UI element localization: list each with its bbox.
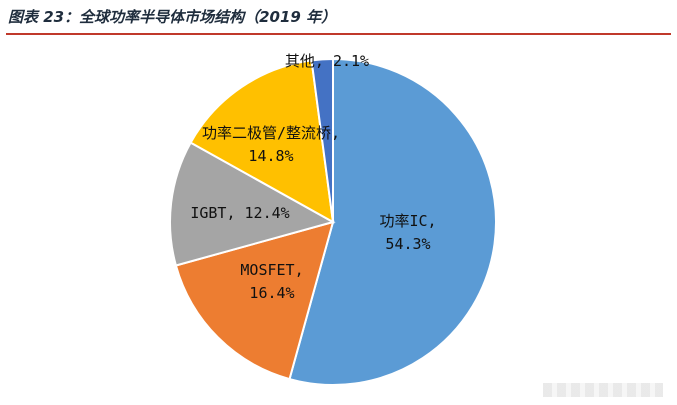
watermark — [543, 383, 663, 397]
pie-slice-2 — [169, 141, 336, 267]
pie-slice-1 — [174, 220, 335, 381]
title-divider — [6, 33, 671, 35]
slice-label-1: MOSFET, 16.4% — [240, 261, 303, 302]
slice-label-3: 功率二极管/整流桥, 14.8% — [202, 124, 340, 165]
pie-slice-4 — [310, 57, 334, 223]
slice-label-0: 功率IC, 54.3% — [379, 212, 436, 253]
pie-slice-3 — [189, 59, 335, 224]
pie-slice-0 — [288, 57, 497, 386]
slice-label-2: IGBT, 12.4% — [190, 204, 289, 222]
figure-title: 图表 23：全球功率半导体市场结构（2019 年） — [8, 8, 337, 26]
slice-label-4: 其他, 2.1% — [285, 52, 369, 70]
